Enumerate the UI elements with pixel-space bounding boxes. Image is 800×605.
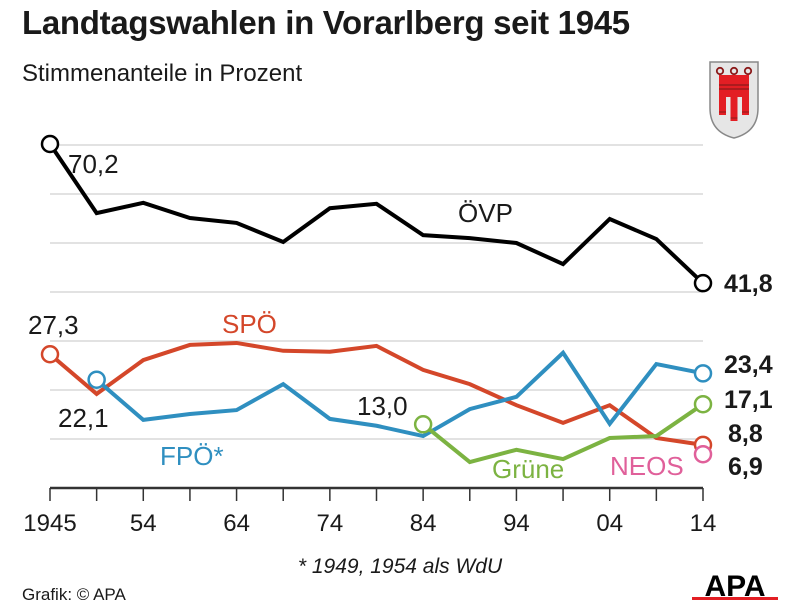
apa-logo-text: APA <box>704 570 765 600</box>
x-tick-label: 04 <box>596 510 623 537</box>
data-label-ovp-end: 41,8 <box>724 270 773 298</box>
data-label-neos-end: 6,9 <box>728 453 763 481</box>
x-tick-label: 84 <box>410 510 437 537</box>
x-tick-label: 74 <box>317 510 344 537</box>
data-point-end-grne <box>693 394 713 414</box>
x-tick-label: 94 <box>503 510 530 537</box>
series-line-fp <box>95 349 704 439</box>
x-tick-label: 14 <box>690 510 717 537</box>
series-label-ovp: ÖVP <box>458 198 513 228</box>
data-point-end-neos <box>693 444 713 464</box>
footnote-text: * 1949, 1954 als WdU <box>297 555 503 578</box>
data-label-fpo-start: 22,1 <box>58 403 109 433</box>
series-label-spo: SPÖ <box>222 309 277 339</box>
x-tick-label: 54 <box>130 510 157 537</box>
credit-text: Grafik: © APA <box>22 585 126 604</box>
data-label-grune-end: 17,1 <box>724 386 773 414</box>
series-line-sp <box>48 340 704 447</box>
data-label-spo-start: 27,3 <box>28 310 79 340</box>
data-label-spo-end: 8,8 <box>728 420 763 448</box>
series-label-neos: NEOS <box>610 451 684 481</box>
chart-title: Landtagswahlen in Vorarlberg seit 1945 <box>22 4 630 41</box>
data-label-ovp-start: 70,2 <box>68 149 119 179</box>
x-tick-label: 1945 <box>23 510 76 537</box>
data-point-start-sp <box>40 344 60 364</box>
vorarlberg-coat-of-arms-icon <box>709 61 759 139</box>
data-point-start-grne <box>413 415 433 434</box>
data-point-end-fp <box>693 364 713 383</box>
series-line-grne <box>421 402 705 465</box>
series-label-fpo: FPÖ* <box>160 441 224 471</box>
x-tick-label: 64 <box>223 510 250 537</box>
data-point-start-fp <box>87 370 106 389</box>
series-label-grune: Grüne <box>492 454 564 484</box>
data-point-start-vp <box>40 134 60 154</box>
apa-logo-icon: APA <box>692 570 778 600</box>
series-line-vp <box>48 142 705 285</box>
data-label-fpo-end: 23,4 <box>724 351 773 379</box>
chart-subtitle: Stimmenanteile in Prozent <box>22 60 303 87</box>
data-point-end-vp <box>693 273 713 293</box>
data-label-grune-start: 13,0 <box>357 391 408 421</box>
footnote: * 1949, 1954 als WdU <box>0 555 800 579</box>
